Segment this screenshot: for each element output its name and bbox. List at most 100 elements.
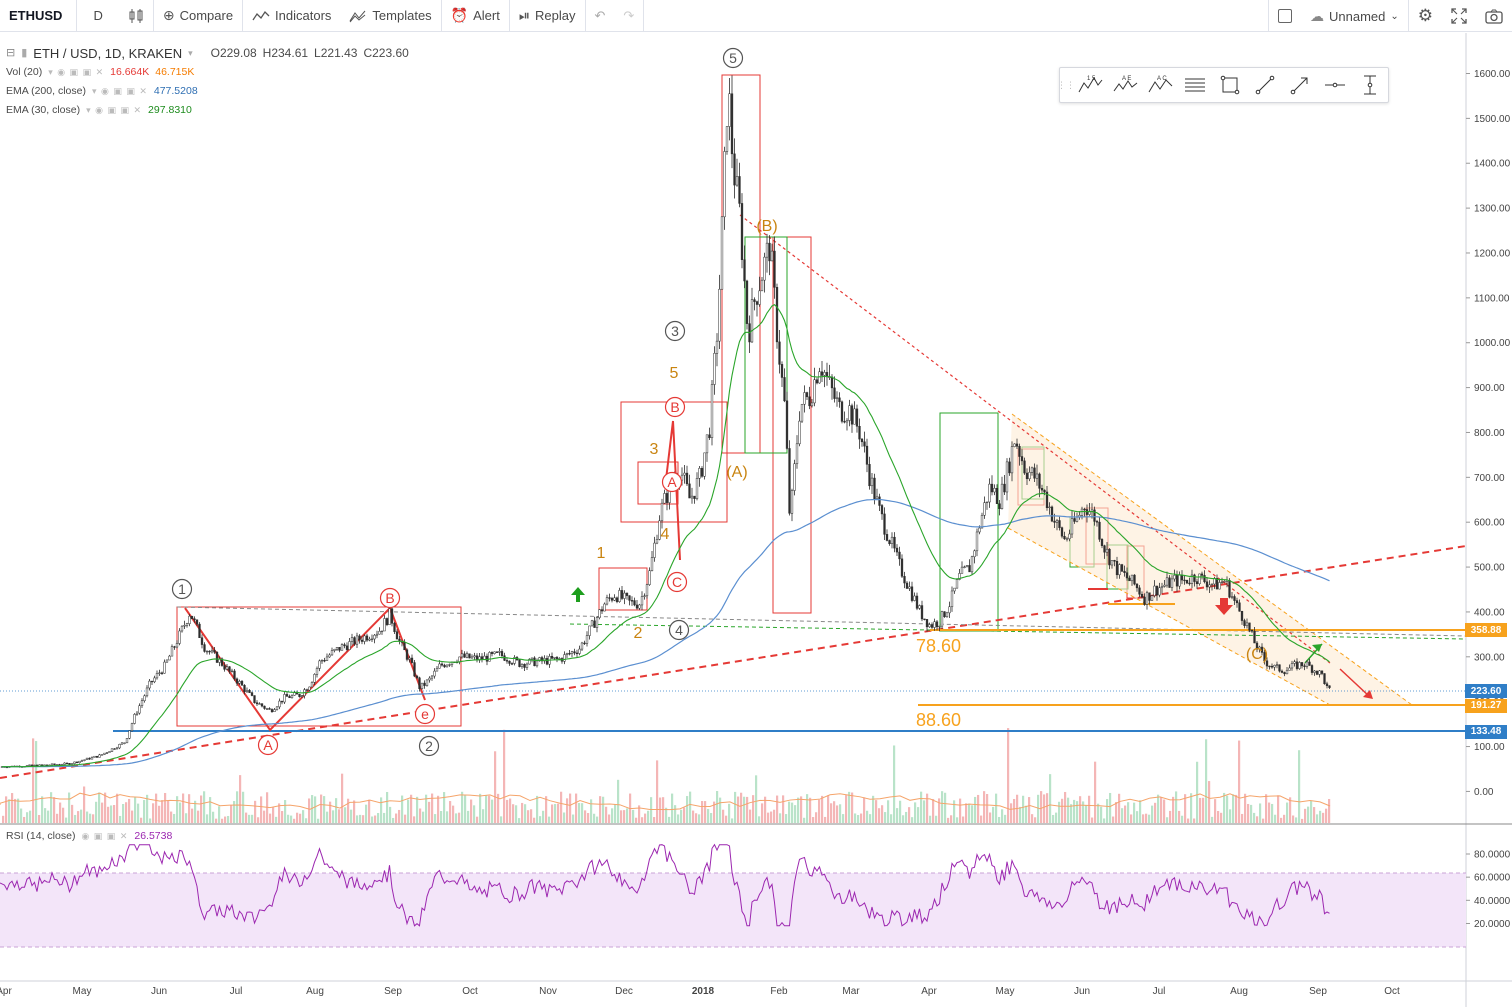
settings-caret[interactable]: ▾ xyxy=(188,48,193,58)
fib-levels-tool[interactable] xyxy=(1177,68,1212,102)
collapse-icon[interactable]: ⊟ xyxy=(6,47,16,59)
candle-body xyxy=(708,434,711,439)
interval-button[interactable]: D xyxy=(93,8,103,23)
candle-body xyxy=(113,748,116,750)
rsi-legend[interactable]: RSI (14, close) ◉ ▣ ▣ ✕ 26.5738 xyxy=(6,830,172,842)
volume-bar xyxy=(389,806,392,823)
templates-icon xyxy=(349,10,366,22)
compare-button[interactable]: ⊕ Compare xyxy=(154,0,242,32)
elliott-triangle-tool[interactable]: A E xyxy=(1107,68,1142,102)
alert-button[interactable]: ⏰ Alert xyxy=(442,0,509,32)
vertical-line-tool[interactable] xyxy=(1352,68,1387,102)
candle-body xyxy=(725,126,729,152)
volume-bar xyxy=(428,801,431,823)
candle-body xyxy=(1030,467,1034,473)
candle-body xyxy=(280,700,284,703)
vol-legend[interactable]: Vol (20) ▾ ◉ ▣ ▣ ✕ 16.664K 46.715K xyxy=(6,63,409,82)
volume-bar xyxy=(1220,812,1223,823)
time-tick-label: Jul xyxy=(1153,986,1166,997)
volume-bar xyxy=(785,814,788,823)
legend-controls[interactable]: ▾ ◉ ▣ ▣ ✕ xyxy=(48,67,105,77)
candle-body xyxy=(128,730,131,739)
volume-bar xyxy=(257,817,260,823)
volume-bar xyxy=(140,817,143,823)
fullscreen-square-button[interactable] xyxy=(1269,0,1301,32)
settings-button[interactable]: ⚙ xyxy=(1409,0,1442,32)
volume-bar xyxy=(494,751,497,823)
indicators-button[interactable]: Indicators xyxy=(243,0,340,32)
candle-body xyxy=(373,634,376,640)
undo-button[interactable]: ↶ xyxy=(594,7,606,23)
volume-bar xyxy=(674,805,677,823)
legend-controls[interactable]: ▾ ◉ ▣ ▣ ✕ xyxy=(86,105,143,115)
volume-bar xyxy=(62,807,65,823)
replay-button[interactable]: ⏯ Replay xyxy=(510,0,585,32)
volume-bar xyxy=(641,817,644,823)
rectangle-tool[interactable] xyxy=(1212,68,1247,102)
candle-body xyxy=(1250,630,1254,632)
candle-body xyxy=(1263,652,1266,662)
volume-bar xyxy=(563,812,566,823)
channel-fill xyxy=(1008,414,1412,705)
ema30-legend[interactable]: EMA (30, close) ▾ ◉ ▣ ▣ ✕ 297.8310 xyxy=(6,101,409,120)
chart-canvas[interactable]: 1 2 3 4 5 A B C A Be 1 2 3 4 5 (A) (B) (C) 78.60 88.60 1600… xyxy=(0,33,1512,1007)
time-tick-label: Sep xyxy=(384,986,402,997)
volume-bar xyxy=(26,812,29,823)
fullscreen-button[interactable] xyxy=(1442,0,1476,32)
candle-body xyxy=(618,590,621,602)
volume-bar xyxy=(1202,797,1205,823)
layout-save-button[interactable]: ☁ Unnamed ⌄ xyxy=(1301,0,1408,32)
volume-bar xyxy=(938,798,941,823)
candle-body xyxy=(1248,622,1251,631)
volume-bar xyxy=(29,810,32,823)
volume-bar xyxy=(731,818,734,823)
volume-bar xyxy=(284,800,287,823)
candle-body xyxy=(655,539,659,544)
volume-bar xyxy=(1325,808,1328,823)
candle-body xyxy=(1050,506,1054,522)
legend-controls[interactable]: ▾ ◉ ▣ ▣ ✕ xyxy=(91,86,148,96)
volume-bar xyxy=(116,793,119,823)
volume-bar xyxy=(77,811,80,823)
volume-bar xyxy=(1097,803,1100,823)
chart-type-button[interactable] xyxy=(119,0,153,32)
candle-body xyxy=(50,763,54,766)
volume-bar xyxy=(977,794,980,823)
elliott-impulse-tool[interactable]: 1 5 xyxy=(1072,68,1107,102)
redo-button[interactable]: ↷ xyxy=(623,7,635,23)
candle-body xyxy=(1153,585,1156,596)
horizontal-ray-tool[interactable] xyxy=(1317,68,1352,102)
ema200-legend[interactable]: EMA (200, close) ▾ ◉ ▣ ▣ ✕ 477.5208 xyxy=(6,82,409,101)
arrow-tool[interactable] xyxy=(1282,68,1317,102)
candle-body xyxy=(620,590,624,599)
candle-body xyxy=(833,387,836,399)
candle-body xyxy=(710,384,714,439)
candle-body xyxy=(1328,685,1331,688)
volume-bar xyxy=(1070,804,1073,823)
volume-bar xyxy=(608,814,611,823)
legend-controls[interactable]: ◉ ▣ ▣ ✕ xyxy=(81,830,129,841)
elliott-correction-tool[interactable]: A C xyxy=(1142,68,1177,102)
wave-2-label: 2 xyxy=(425,738,433,754)
symbol-search[interactable]: ETHUSD xyxy=(9,8,63,23)
trend-line-tool[interactable] xyxy=(1247,68,1282,102)
templates-button[interactable]: Templates xyxy=(340,0,440,32)
candle-body xyxy=(1015,443,1019,447)
chevron-down-icon: ⌄ xyxy=(1390,10,1399,22)
volume-bar xyxy=(767,812,770,823)
volume-bar xyxy=(1133,802,1136,823)
volume-bar xyxy=(611,808,614,823)
annotation-rect-red xyxy=(772,236,812,614)
annotation-boxes xyxy=(176,74,1145,727)
candle-body xyxy=(1230,596,1234,598)
expand-icon xyxy=(1451,8,1467,24)
snapshot-button[interactable] xyxy=(1476,0,1512,32)
wave-a-label-circle xyxy=(257,734,279,756)
main-series-legend[interactable]: ⊟ ▮ ETH / USD, 1D, KRAKEN ▾ O229.08 H234… xyxy=(6,44,409,63)
candle-body xyxy=(713,353,716,385)
drag-handle-icon[interactable]: ⋮⋮ xyxy=(1057,79,1075,90)
volume-bar xyxy=(1040,791,1043,823)
volume-bar xyxy=(869,814,872,823)
candle-body xyxy=(1103,545,1106,553)
volume-bar xyxy=(1034,817,1037,823)
